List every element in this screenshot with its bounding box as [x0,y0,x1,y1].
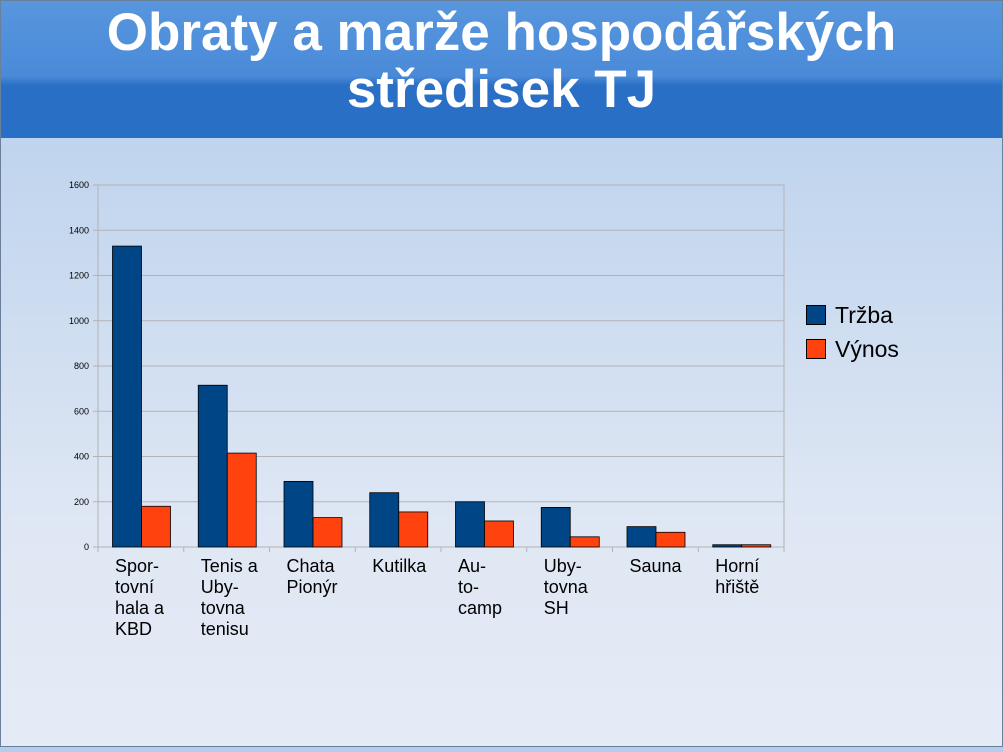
bar-trzba [369,492,400,548]
legend-label-vynos: Výnos [835,335,899,362]
legend-item-vynos: Výnos [806,332,899,366]
y-tick-label: 1400 [69,225,89,235]
bar-vynos [484,520,514,548]
legend-label-trzba: Tržba [835,301,893,328]
y-tick-label: 1600 [69,180,89,190]
x-category-label: Horní hřiště [715,556,760,597]
y-tick-label: 1000 [69,316,89,326]
x-category-label: Chata Pionýr [286,556,338,597]
bar-trzba [540,507,571,548]
bar-vynos [741,544,772,548]
bar-vynos [569,536,600,548]
x-category-label: Kutilka [372,556,427,576]
legend-swatch-vynos [806,339,826,359]
bar-vynos [398,511,429,548]
y-tick-label: 800 [74,361,89,371]
bar-vynos [312,517,343,548]
legend-item-trzba: Tržba [806,298,899,332]
x-category-label: Tenis a Uby- tovna tenisu [200,556,258,639]
bar-trzba [455,501,485,548]
bar-trzba [197,384,228,548]
x-category-label: Au- to- camp [458,556,503,618]
chart-legend: Tržba Výnos [806,298,899,366]
title-bar [0,0,1003,138]
y-tick-label: 0 [84,542,89,552]
x-category-label: Uby- tovna SH [543,556,588,618]
x-category-label: Sauna [629,556,682,576]
y-tick-label: 400 [74,452,89,462]
y-tick-label: 200 [74,497,89,507]
bar-trzba [712,544,743,548]
bar-vynos [226,452,257,548]
legend-swatch-trzba [806,305,826,325]
bar-vynos [655,531,686,548]
bar-trzba [112,245,142,548]
y-tick-label: 1200 [69,271,89,281]
bar-vynos [141,505,171,548]
y-tick-label: 600 [74,406,89,416]
slide-title: Obraty a marže hospodářských středisek T… [106,3,897,119]
x-category-label: Spor- tovní hala a KBD [115,556,165,639]
bar-trzba [283,480,314,548]
bar-trzba [626,526,657,548]
